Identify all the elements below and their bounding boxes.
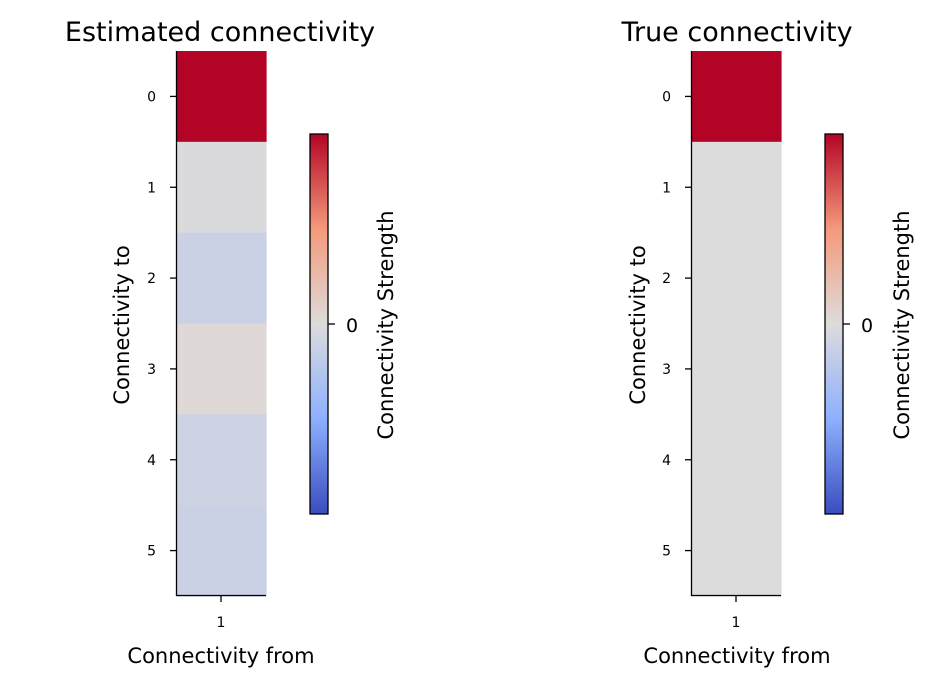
x-tick-label: 1 (732, 615, 741, 631)
heatmap-cells (691, 51, 782, 597)
x-axis-label: Connectivity from (643, 644, 830, 668)
y-tick-label: 0 (147, 89, 156, 105)
heatmap-cell (176, 232, 267, 325)
panel-estimated: Estimated connectivity 0 1 2 3 4 5 1 Connecti… (65, 17, 398, 668)
y-axis-label: Connectivity to (626, 245, 650, 404)
y-tick-label: 0 (662, 89, 671, 105)
heatmap-cell (691, 414, 782, 506)
heatmap-cell (176, 323, 267, 415)
y-tick-label: 3 (662, 362, 671, 378)
y-ticks: 0 1 2 3 4 5 (662, 89, 691, 560)
y-axis-label: Connectivity to (110, 245, 134, 404)
colorbar: 0 Connectivity Strength (309, 133, 398, 515)
colorbar-label: Connectivity Strength (890, 210, 914, 439)
heatmap-cells (176, 51, 267, 597)
y-tick-label: 1 (147, 180, 156, 196)
heatmap-cell (691, 232, 782, 325)
panel-true: True connectivity 0 1 2 3 4 5 1 Connectivity … (620, 17, 914, 668)
colorbar: 0 Connectivity Strength (824, 133, 914, 515)
y-tick-label: 5 (662, 544, 671, 560)
heatmap-cell (691, 505, 782, 597)
colorbar-gradient (824, 133, 844, 515)
heatmap-cell (176, 51, 267, 143)
heatmap-axes (175, 51, 266, 597)
colorbar-label: Connectivity Strength (374, 210, 398, 439)
chart-title: True connectivity (620, 17, 852, 48)
heatmap-cell (176, 414, 267, 506)
heatmap-cell (176, 141, 267, 234)
colorbar-gradient (309, 133, 329, 515)
y-tick-label: 5 (147, 544, 156, 560)
heatmap-axes (690, 51, 781, 597)
x-ticks: 1 (217, 596, 226, 631)
y-tick-label: 2 (662, 271, 671, 287)
colorbar-tick-label: 0 (861, 315, 873, 337)
x-tick-label: 1 (217, 615, 226, 631)
y-tick-label: 1 (662, 180, 671, 196)
heatmap-cell (691, 323, 782, 415)
y-tick-label: 4 (147, 453, 156, 469)
y-tick-label: 2 (147, 271, 156, 287)
heatmap-cell (691, 51, 782, 143)
x-axis-label: Connectivity from (127, 644, 314, 668)
colorbar-tick-label: 0 (346, 315, 358, 337)
x-ticks: 1 (732, 596, 741, 631)
y-ticks: 0 1 2 3 4 5 (147, 89, 176, 560)
chart-title: Estimated connectivity (65, 17, 375, 48)
y-tick-label: 3 (147, 362, 156, 378)
heatmap-cell (176, 505, 267, 597)
y-tick-label: 4 (662, 453, 671, 469)
heatmap-cell (691, 141, 782, 234)
